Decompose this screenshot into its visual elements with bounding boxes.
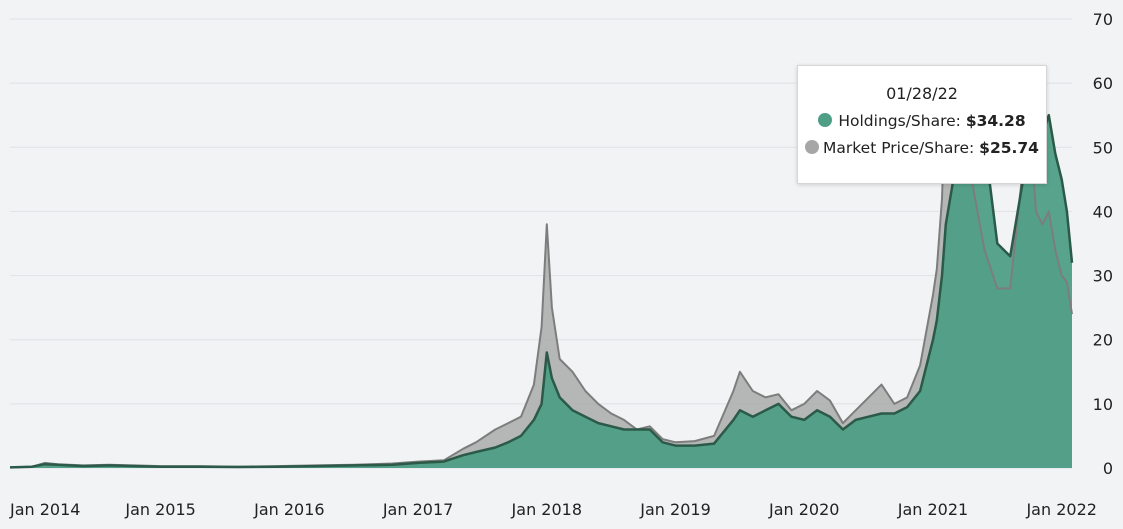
holdings-legend-dot — [818, 113, 833, 127]
y-tick-label: 60 — [1093, 74, 1113, 93]
x-tick-label: Jan 2019 — [639, 500, 710, 519]
y-tick-label: 30 — [1093, 267, 1113, 286]
x-tick-label: Jan 2015 — [124, 500, 195, 519]
tooltip-holdings-row: Holdings/Share: $34.28 — [798, 112, 1046, 130]
x-tick-label: Jan 2021 — [897, 500, 968, 519]
y-tick-label: 0 — [1103, 459, 1113, 478]
x-tick-label: Jan 2014 — [9, 500, 80, 519]
y-tick-label: 20 — [1093, 331, 1113, 350]
y-tick-label: 70 — [1093, 10, 1113, 29]
tooltip-date: 01/28/22 — [886, 84, 958, 103]
x-axis-ticks: Jan 2014 Jan 2015 Jan 2016 Jan 2017 Jan 2018… — [9, 500, 1097, 519]
x-tick-label: Jan 2018 — [511, 500, 582, 519]
tooltip-market-label: Market Price/Share: — [823, 139, 975, 157]
y-tick-label: 10 — [1093, 395, 1113, 414]
x-tick-label: Jan 2016 — [253, 500, 324, 519]
chart-tooltip: 01/28/22 Holdings/Share: $34.28 Market P… — [797, 65, 1047, 184]
y-axis-ticks: 0 10 20 30 40 50 60 70 — [1093, 10, 1113, 478]
y-tick-label: 40 — [1093, 202, 1113, 221]
tooltip-holdings-label: Holdings/Share: — [838, 112, 961, 130]
x-tick-label: Jan 2022 — [1025, 500, 1096, 519]
x-tick-label: Jan 2017 — [382, 500, 453, 519]
x-tick-label: Jan 2020 — [768, 500, 839, 519]
market-legend-dot — [805, 140, 820, 154]
tooltip-market-value: $25.74 — [979, 139, 1039, 157]
y-tick-label: 50 — [1093, 138, 1113, 157]
tooltip-holdings-value: $34.28 — [965, 112, 1026, 130]
tooltip-market-row: Market Price/Share: $25.74 — [798, 139, 1046, 157]
